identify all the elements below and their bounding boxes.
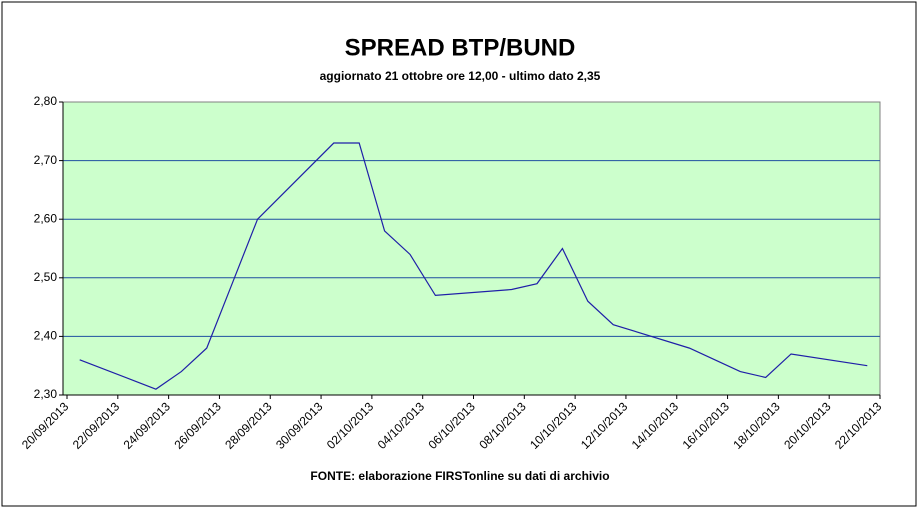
y-tick-label: 2,40: [34, 329, 58, 343]
chart-subtitle: aggiornato 21 ottobre ore 12,00 - ultimo…: [320, 69, 601, 83]
y-tick-label: 2,60: [34, 211, 58, 225]
y-tick-label: 2,50: [34, 270, 58, 284]
chart-footer: FONTE: elaborazione FIRSTonline su dati …: [310, 469, 609, 483]
plot-area: [62, 101, 881, 396]
data-line: [79, 142, 868, 390]
y-tick-label: 2,30: [34, 387, 58, 401]
y-tick-label: 2,70: [34, 153, 58, 167]
chart-title: SPREAD BTP/BUND: [345, 34, 576, 61]
y-tick-label: 2,80: [34, 94, 58, 108]
